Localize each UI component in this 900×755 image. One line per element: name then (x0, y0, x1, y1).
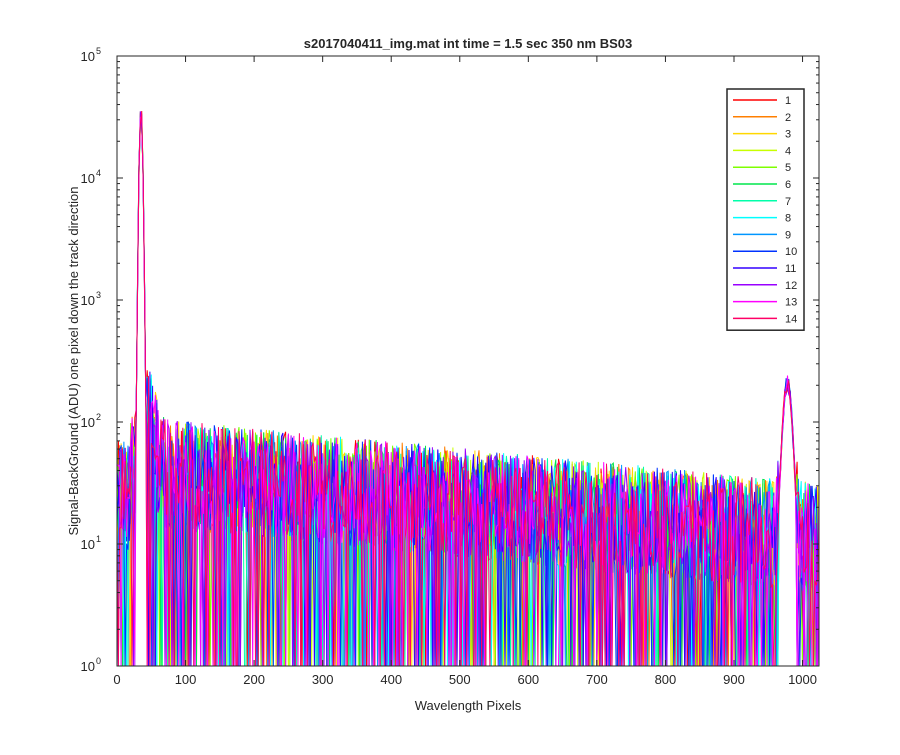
legend-label-13: 13 (785, 297, 797, 309)
axes-box (116, 55, 820, 667)
y-tick-label: 10 (81, 537, 95, 552)
legend-label-12: 12 (785, 280, 797, 292)
y-tick-exponent: 3 (96, 290, 101, 300)
x-tick-label: 500 (449, 672, 471, 687)
legend-label-14: 14 (785, 313, 797, 325)
y-tick-exponent: 4 (96, 168, 101, 178)
y-tick-label: 10 (81, 49, 95, 64)
legend-label-6: 6 (785, 179, 791, 191)
legend-label-8: 8 (785, 213, 791, 225)
legend-box (726, 88, 805, 331)
y-tick-exponent: 1 (96, 534, 101, 544)
x-tick-label: 900 (723, 672, 745, 687)
y-tick-label: 10 (81, 659, 95, 674)
series-layer (116, 110, 820, 667)
legend-label-2: 2 (785, 112, 791, 124)
y-tick-label: 10 (81, 293, 95, 308)
legend-label-1: 1 (785, 95, 791, 107)
x-tick-label: 300 (312, 672, 334, 687)
y-tick-exponent: 5 (96, 46, 101, 56)
x-tick-label: 700 (586, 672, 608, 687)
x-axis-label: Wavelength Pixels (415, 698, 522, 713)
axes-layer (116, 55, 820, 667)
legend-label-3: 3 (785, 129, 791, 141)
x-tick-label: 0 (113, 672, 120, 687)
legend-label-5: 5 (785, 162, 791, 174)
y-tick-exponent: 0 (96, 656, 101, 666)
legend-label-11: 11 (785, 263, 796, 275)
legend-label-4: 4 (785, 145, 791, 157)
x-tick-label: 100 (175, 672, 197, 687)
chart-title: s2017040411_img.mat int time = 1.5 sec 3… (304, 36, 632, 51)
legend-label-9: 9 (785, 229, 791, 241)
y-tick-label: 10 (81, 415, 95, 430)
x-tick-label: 800 (655, 672, 677, 687)
x-tick-label: 400 (380, 672, 402, 687)
legend-label-10: 10 (785, 246, 797, 258)
x-tick-label: 200 (243, 672, 265, 687)
legend-label-7: 7 (785, 196, 791, 208)
y-axis-label: Signal-BackGround (ADU) one pixel down t… (66, 186, 81, 535)
series-line-14 (116, 110, 820, 667)
y-tick-label: 10 (81, 171, 95, 186)
x-tick-label: 600 (517, 672, 539, 687)
y-tick-exponent: 2 (96, 412, 101, 422)
x-tick-label: 1000 (788, 672, 817, 687)
